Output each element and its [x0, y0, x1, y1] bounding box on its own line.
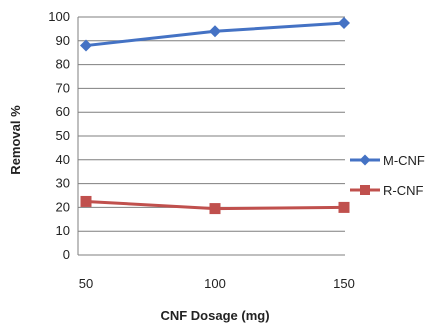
legend-label-r-cnf: R-CNF: [383, 183, 423, 198]
legend-marker-m-cnf: [359, 154, 371, 166]
y-tick-label: 10: [56, 223, 70, 238]
series-r-cnf: [80, 195, 350, 215]
grid-lines: [77, 16, 345, 256]
legend-item-m-cnf: M-CNF: [350, 153, 425, 168]
y-tick-label: 80: [56, 57, 70, 72]
y-tick-label: 40: [56, 152, 70, 167]
data-point-r-cnf: [209, 203, 221, 215]
legend-marker-r-cnf: [360, 185, 370, 195]
y-tick-label: 50: [56, 128, 70, 143]
y-tick-label: 70: [56, 80, 70, 95]
y-tick-label: 90: [56, 33, 70, 48]
y-axis-label: Removal %: [8, 105, 23, 175]
legend-label-m-cnf: M-CNF: [383, 153, 425, 168]
x-axis-label: CNF Dosage (mg): [160, 308, 269, 323]
data-point-r-cnf: [80, 195, 92, 207]
x-tick-label: 100: [204, 276, 226, 291]
y-tick-label: 100: [48, 9, 70, 24]
series-lines: [80, 16, 350, 215]
x-tick-label: 50: [79, 276, 93, 291]
y-tick-label: 60: [56, 104, 70, 119]
data-point-r-cnf: [338, 201, 350, 213]
legend: M-CNF R-CNF: [350, 153, 425, 198]
y-tick-label: 20: [56, 199, 70, 214]
y-tick-labels: 0 10 20 30 40 50 60 70 80 90 100: [48, 9, 70, 262]
data-point-m-cnf: [80, 39, 92, 52]
data-point-m-cnf: [209, 25, 221, 38]
legend-item-r-cnf: R-CNF: [350, 183, 423, 198]
data-point-m-cnf: [338, 16, 350, 29]
series-m-cnf: [80, 16, 350, 52]
y-tick-label: 30: [56, 176, 70, 191]
y-tick-label: 0: [63, 247, 70, 262]
x-tick-label: 150: [333, 276, 355, 291]
x-tick-labels: 50 100 150: [79, 276, 355, 291]
